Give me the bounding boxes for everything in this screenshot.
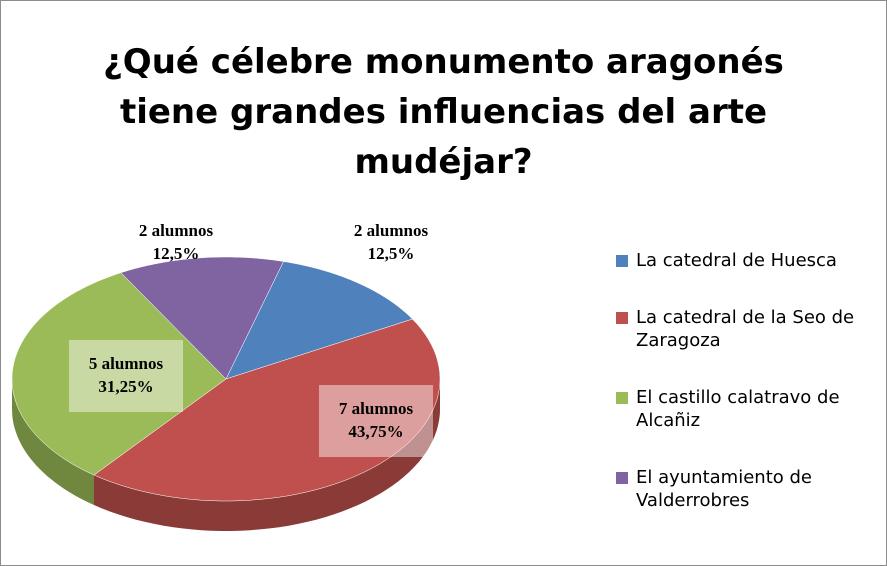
legend-item: La catedral de Huesca	[616, 249, 881, 272]
slice	[93, 318, 441, 502]
legend-swatch	[616, 472, 628, 484]
legend-item: El ayuntamiento de Valderrobres	[616, 466, 881, 512]
legend-label: El ayuntamiento de Valderrobres	[636, 467, 812, 511]
slice-side	[12, 377, 94, 505]
legend-swatch	[616, 392, 628, 404]
slice-side	[94, 377, 440, 531]
data-label: 31,25%	[98, 377, 153, 396]
legend: La catedral de Huesca La catedral de la S…	[616, 249, 881, 546]
label-box	[69, 340, 183, 412]
legend-label: La catedral de la Seo de Zaragoza	[636, 307, 855, 351]
data-label: 12,5%	[153, 244, 200, 263]
legend-swatch	[616, 312, 628, 324]
legend-label: El castillo calatravo de Alcañiz	[636, 387, 840, 431]
data-label: 2 alumnos	[354, 221, 429, 240]
data-label: 7 alumnos	[339, 399, 414, 418]
slice	[11, 272, 227, 476]
data-label: 43,75%	[348, 422, 403, 441]
data-label: 12,5%	[368, 244, 415, 263]
legend-item: El castillo calatravo de Alcañiz	[616, 386, 881, 432]
legend-label: La catedral de Huesca	[636, 250, 837, 271]
legend-swatch	[616, 255, 628, 267]
data-label: 5 alumnos	[89, 354, 164, 373]
legend-item: La catedral de la Seo de Zaragoza	[616, 306, 881, 352]
slice	[225, 261, 413, 380]
chart-title: ¿Qué célebre monumento aragonés tiene gr…	[103, 42, 784, 182]
slice	[120, 256, 284, 380]
label-box	[319, 385, 433, 457]
data-label: 2 alumnos	[139, 221, 214, 240]
